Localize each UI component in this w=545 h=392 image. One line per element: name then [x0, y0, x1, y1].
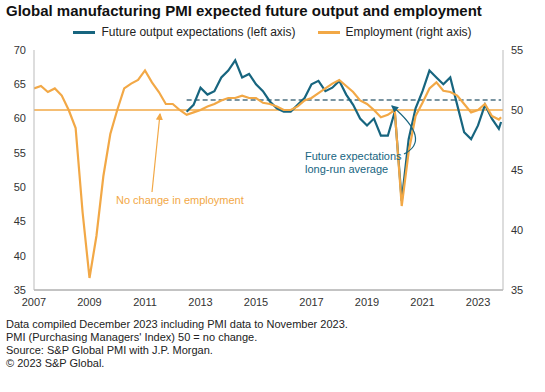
- svg-text:2021: 2021: [410, 296, 434, 308]
- svg-text:50: 50: [14, 181, 26, 193]
- svg-text:2011: 2011: [133, 296, 157, 308]
- html-text:Data compiled December 2023 in: Data compiled December 2023 including PM…: [6, 318, 348, 330]
- svg-text:45: 45: [511, 164, 523, 176]
- svg-text:2013: 2013: [188, 296, 212, 308]
- svg-text:65: 65: [14, 78, 26, 90]
- html-text:Source: S&P Global PMI with J.: Source: S&P Global PMI with J.P. Morgan.: [6, 344, 213, 356]
- svg-text:40: 40: [14, 250, 26, 262]
- html-text:Global manufacturing PMI expec: Global manufacturing PMI expected future…: [6, 2, 482, 19]
- svg-text:2009: 2009: [77, 296, 101, 308]
- svg-text:No change in employment: No change in employment: [116, 194, 244, 206]
- svg-text:40: 40: [511, 224, 523, 236]
- svg-text:50: 50: [511, 104, 523, 116]
- svg-text:2007: 2007: [22, 296, 46, 308]
- html-text:PMI (Purchasing Managers' Inde: PMI (Purchasing Managers' Index) 50 = no…: [6, 331, 258, 343]
- svg-text:2023: 2023: [466, 296, 490, 308]
- svg-text:2019: 2019: [355, 296, 379, 308]
- html-text:Employment (right axis): Employment (right axis): [345, 25, 472, 39]
- svg-text:35: 35: [511, 284, 523, 296]
- svg-text:70: 70: [14, 44, 26, 56]
- html-text:Future output expectations (le: Future output expectations (left axis): [101, 25, 296, 39]
- svg-text:45: 45: [14, 215, 26, 227]
- svg-text:2015: 2015: [244, 296, 268, 308]
- svg-text:60: 60: [14, 112, 26, 124]
- svg-text:2017: 2017: [299, 296, 323, 308]
- svg-text:55: 55: [14, 147, 26, 159]
- svg-text:35: 35: [14, 284, 26, 296]
- svg-text:Future expectationslong-run av: Future expectationslong-run average: [305, 150, 402, 175]
- svg-text:55: 55: [511, 44, 523, 56]
- html-text:© 2023 S&P Global.: © 2023 S&P Global.: [6, 357, 105, 369]
